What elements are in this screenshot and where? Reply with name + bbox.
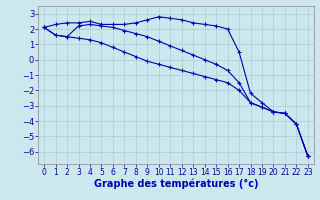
X-axis label: Graphe des températures (°c): Graphe des températures (°c) <box>94 179 258 189</box>
